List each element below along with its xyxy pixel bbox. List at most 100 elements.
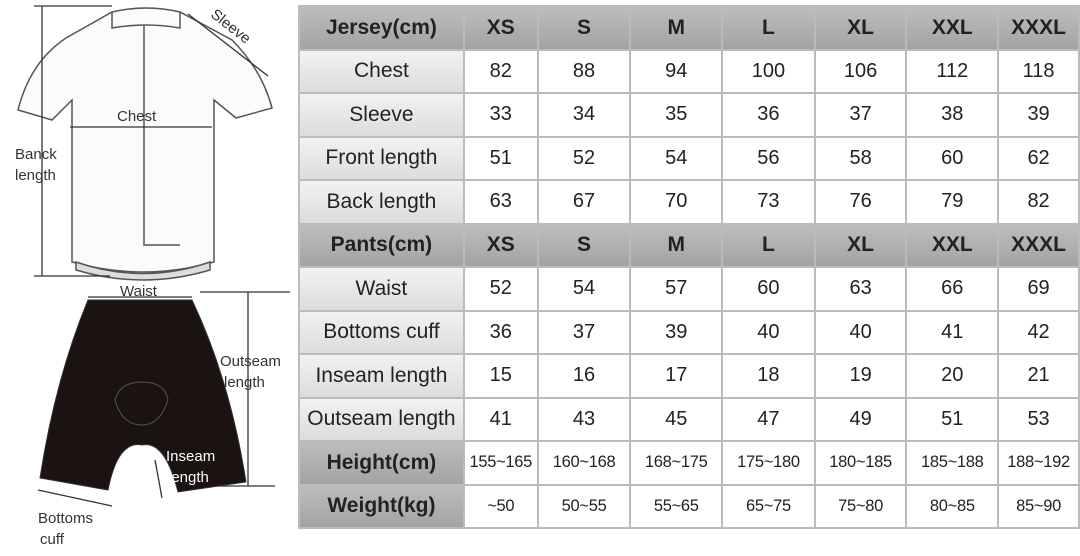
table-row: Bottoms cuff 36 37 39 40 40 41 42 — [298, 309, 1080, 355]
label-bottoms-cuff: Bottoms — [38, 510, 93, 527]
size-table: Jersey(cm) XS S M L XL XXL XXXL Chest 82 88 94 100 10… — [298, 5, 1080, 529]
table-cell: 60 — [905, 135, 1000, 181]
table-cell: 41 — [462, 396, 539, 442]
table-cell: 20 — [905, 353, 1000, 399]
row-label: Jersey(cm) — [298, 5, 465, 51]
label-back-length: length — [15, 167, 56, 184]
size-diagram: Sleeve Chest Banck length Waist Outseam … — [15, 5, 290, 548]
row-label: Pants(cm) — [298, 222, 465, 268]
table-cell: M — [629, 222, 724, 268]
label-chest: Chest — [117, 108, 157, 125]
table-cell: 188~192 — [997, 440, 1080, 486]
label-bottoms-cuff: cuff — [40, 531, 65, 548]
table-cell: 45 — [629, 396, 724, 442]
table-cell: 155~165 — [462, 440, 539, 486]
table-cell: ~50 — [462, 483, 539, 529]
table-cell: 49 — [813, 396, 908, 442]
table-cell: 16 — [536, 353, 632, 399]
table-cell: 85~90 — [997, 483, 1080, 529]
table-cell: 21 — [997, 353, 1080, 399]
table-cell: 50~55 — [536, 483, 632, 529]
table-cell: 54 — [629, 135, 724, 181]
table-cell: XS — [462, 222, 539, 268]
row-label: Waist — [298, 266, 465, 312]
table-cell: 17 — [629, 353, 724, 399]
row-label: Outseam length — [298, 396, 465, 442]
table-cell: 106 — [813, 48, 908, 94]
row-label: Bottoms cuff — [298, 309, 465, 355]
table-cell: 18 — [721, 353, 816, 399]
table-cell: XXL — [905, 222, 1000, 268]
table-cell: 43 — [536, 396, 632, 442]
table-cell: 47 — [721, 396, 816, 442]
table-cell: 56 — [721, 135, 816, 181]
table-cell: 63 — [462, 179, 539, 225]
table-cell: XS — [462, 5, 539, 51]
row-label: Sleeve — [298, 92, 465, 138]
row-label: Height(cm) — [298, 440, 465, 486]
table-cell: 40 — [721, 309, 816, 355]
table-cell: 100 — [721, 48, 816, 94]
table-cell: 60 — [721, 266, 816, 312]
table-row: Weight(kg) ~50 50~55 55~65 65~75 75~80 80~85 85… — [298, 483, 1080, 529]
jersey-drawing — [17, 7, 273, 281]
table-cell: 180~185 — [813, 440, 908, 486]
row-label: Weight(kg) — [298, 483, 465, 529]
label-outseam: length — [224, 374, 265, 391]
table-row: Sleeve 33 34 35 36 37 38 39 — [298, 92, 1080, 138]
table-row: Pants(cm) XS S M L XL XXL XXXL — [298, 222, 1080, 268]
table-cell: S — [536, 222, 632, 268]
row-label: Front length — [298, 135, 465, 181]
table-row: Jersey(cm) XS S M L XL XXL XXXL — [298, 5, 1080, 51]
table-cell: 67 — [536, 179, 632, 225]
row-label: Back length — [298, 179, 465, 225]
label-back-length: Banck — [15, 146, 57, 163]
table-cell: 42 — [997, 309, 1080, 355]
row-label: Chest — [298, 48, 465, 94]
table-cell: 33 — [462, 92, 539, 138]
table-cell: 34 — [536, 92, 632, 138]
table-cell: 51 — [462, 135, 539, 181]
label-inseam: Inseam — [166, 448, 215, 465]
table-cell: 39 — [997, 92, 1080, 138]
table-cell: 58 — [813, 135, 908, 181]
table-cell: 36 — [721, 92, 816, 138]
table-cell: XL — [813, 5, 908, 51]
label-waist: Waist — [120, 283, 158, 300]
table-cell: 168~175 — [629, 440, 724, 486]
row-label: Inseam length — [298, 353, 465, 399]
table-cell: 69 — [997, 266, 1080, 312]
table-cell: 15 — [462, 353, 539, 399]
table-cell: 80~85 — [905, 483, 1000, 529]
table-cell: 63 — [813, 266, 908, 312]
table-cell: 52 — [462, 266, 539, 312]
table-cell: L — [721, 5, 816, 51]
table-cell: 88 — [536, 48, 632, 94]
table-cell: L — [721, 222, 816, 268]
table-cell: 53 — [997, 396, 1080, 442]
table-cell: 65~75 — [721, 483, 816, 529]
table-cell: 62 — [997, 135, 1080, 181]
table-row: Outseam length 41 43 45 47 49 51 53 — [298, 396, 1080, 442]
table-cell: 79 — [905, 179, 1000, 225]
table-cell: M — [629, 5, 724, 51]
table-row: Back length 63 67 70 73 76 79 82 — [298, 179, 1080, 225]
label-outseam: Outseam — [220, 353, 281, 370]
table-row: Height(cm) 155~165 160~168 168~175 175~180 18… — [298, 440, 1080, 486]
measure-lines — [34, 5, 290, 507]
table-cell: 175~180 — [721, 440, 816, 486]
table-cell: 51 — [905, 396, 1000, 442]
table-cell: 41 — [905, 309, 1000, 355]
table-cell: 82 — [997, 179, 1080, 225]
table-row: Inseam length 15 16 17 18 19 20 21 — [298, 353, 1080, 399]
table-cell: 35 — [629, 92, 724, 138]
pants-drawing — [39, 299, 247, 493]
table-cell: S — [536, 5, 632, 51]
table-cell: 57 — [629, 266, 724, 312]
table-cell: 36 — [462, 309, 539, 355]
table-cell: 52 — [536, 135, 632, 181]
table-cell: 37 — [536, 309, 632, 355]
table-cell: 94 — [629, 48, 724, 94]
table-cell: 66 — [905, 266, 1000, 312]
pants-pad — [114, 381, 169, 426]
